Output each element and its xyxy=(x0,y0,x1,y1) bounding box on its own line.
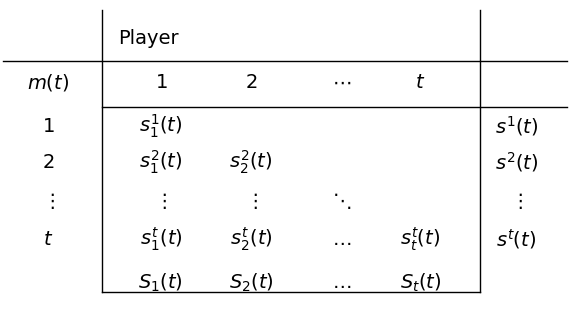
Text: $\vdots$: $\vdots$ xyxy=(510,191,523,211)
Text: $S_t(t)$: $S_t(t)$ xyxy=(400,272,441,294)
Text: $\cdots$: $\cdots$ xyxy=(332,73,351,92)
Text: $s_2^2(t)$: $s_2^2(t)$ xyxy=(229,149,273,176)
Text: $s^2(t)$: $s^2(t)$ xyxy=(495,150,538,174)
Text: $S_2(t)$: $S_2(t)$ xyxy=(229,272,274,294)
Text: $\ddots$: $\ddots$ xyxy=(332,191,351,211)
Text: $s_2^t(t)$: $s_2^t(t)$ xyxy=(230,225,272,253)
Text: $2$: $2$ xyxy=(245,73,257,92)
Text: $\ldots$: $\ldots$ xyxy=(332,230,351,249)
Text: $t$: $t$ xyxy=(43,230,53,249)
Text: $s_t^t(t)$: $s_t^t(t)$ xyxy=(400,225,441,253)
Text: $s^1(t)$: $s^1(t)$ xyxy=(495,114,538,138)
Text: Player: Player xyxy=(119,29,179,48)
Text: $1$: $1$ xyxy=(154,73,167,92)
Text: $\ldots$: $\ldots$ xyxy=(332,273,351,292)
Text: $\vdots$: $\vdots$ xyxy=(42,191,54,211)
Text: $\vdots$: $\vdots$ xyxy=(245,191,258,211)
Text: $t$: $t$ xyxy=(416,73,426,92)
Text: $s^t(t)$: $s^t(t)$ xyxy=(496,227,536,251)
Text: $s_1^t(t)$: $s_1^t(t)$ xyxy=(140,225,182,253)
Text: $s_1^1(t)$: $s_1^1(t)$ xyxy=(139,112,182,140)
Text: $2$: $2$ xyxy=(42,153,54,172)
Text: $S_1(t)$: $S_1(t)$ xyxy=(139,272,183,294)
Text: $1$: $1$ xyxy=(42,117,54,136)
Text: $s_1^2(t)$: $s_1^2(t)$ xyxy=(139,149,182,176)
Text: $m(t)$: $m(t)$ xyxy=(27,72,69,93)
Text: $\vdots$: $\vdots$ xyxy=(154,191,167,211)
